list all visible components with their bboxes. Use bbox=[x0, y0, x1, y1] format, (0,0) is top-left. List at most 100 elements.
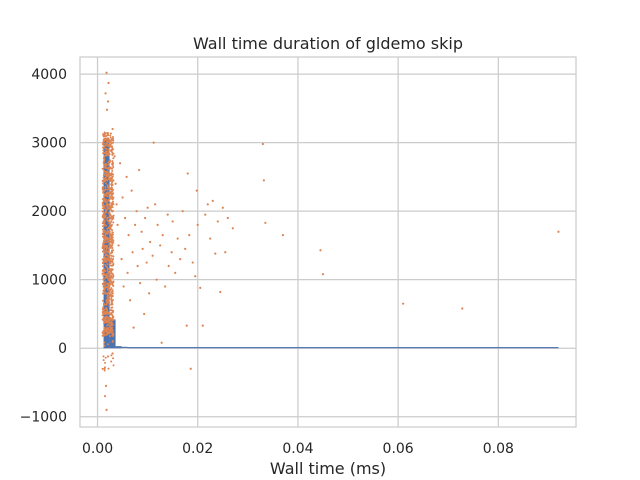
scatter-dense-point-843 bbox=[102, 309, 105, 312]
scatter-dense-point-142 bbox=[107, 148, 110, 151]
scatter-dense-point-595 bbox=[103, 268, 106, 271]
x-tick-label-4: 0.08 bbox=[483, 441, 514, 457]
scatter-point-60 bbox=[186, 172, 189, 175]
scatter-dense-point-872 bbox=[111, 289, 114, 292]
scatter-dense-point-441 bbox=[103, 131, 106, 134]
scatter-dense-point-641 bbox=[109, 217, 112, 220]
scatter-dense-point-841 bbox=[112, 148, 115, 151]
scatter-dense-point-470 bbox=[107, 251, 110, 254]
scatter-dense-point-415 bbox=[103, 195, 106, 198]
scatter-dense-point-754 bbox=[101, 272, 104, 275]
scatter-dense-point-741 bbox=[102, 210, 105, 213]
scatter-point-88 bbox=[557, 230, 560, 233]
scatter-dense-point-897 bbox=[109, 195, 112, 198]
scatter-dense-point-256 bbox=[107, 247, 110, 250]
scatter-dense-point-504 bbox=[102, 182, 105, 185]
scatter-dense-point-482 bbox=[110, 257, 113, 260]
scatter-point-37 bbox=[145, 261, 148, 264]
scatter-dense-point-600 bbox=[102, 278, 105, 281]
scatter-dense-point-670 bbox=[102, 199, 105, 202]
scatter-dense-point-624 bbox=[111, 341, 114, 344]
scatter-dense-point-700 bbox=[104, 166, 107, 169]
scatter-dense-point-483 bbox=[101, 180, 104, 183]
scatter-dense-point-825 bbox=[105, 261, 108, 264]
scatter-dense-point-459 bbox=[102, 274, 105, 277]
scatter-dense-point-821 bbox=[108, 316, 111, 319]
scatter-dense-point-808 bbox=[104, 308, 107, 311]
scatter-point-40 bbox=[149, 240, 152, 244]
y-tick-label-2: 1000 bbox=[31, 273, 67, 289]
scatter-dense-point-130 bbox=[110, 354, 113, 357]
scatter-dense-point-399 bbox=[110, 254, 113, 257]
scatter-point-49 bbox=[164, 285, 167, 288]
scatter-dense-point-587 bbox=[107, 143, 110, 146]
scatter-dense-point-814 bbox=[111, 314, 114, 317]
scatter-dense-point-863 bbox=[103, 260, 106, 263]
scatter-dense-point-734 bbox=[104, 198, 107, 201]
scatter-dense-point-526 bbox=[103, 212, 106, 215]
scatter-dense-point-677 bbox=[109, 335, 112, 338]
scatter-dense-point-103 bbox=[101, 314, 104, 317]
scatter-dense-point-851 bbox=[106, 229, 109, 232]
scatter-point-4 bbox=[105, 108, 109, 111]
scatter-dense-point-799 bbox=[112, 255, 115, 258]
scatter-point-41 bbox=[151, 254, 154, 257]
scatter-dense-point-444 bbox=[104, 234, 107, 237]
scatter-dense-point-870 bbox=[104, 154, 107, 157]
scatter-dense-point-409 bbox=[111, 197, 114, 200]
scatter-dense-point-249 bbox=[102, 265, 105, 268]
scatter-dense-point-864 bbox=[107, 298, 110, 301]
scatter-dense-point-491 bbox=[102, 255, 105, 258]
scatter-point-17 bbox=[120, 258, 123, 261]
scatter-dense-point-650 bbox=[111, 311, 114, 314]
scatter-dense-point-354 bbox=[106, 188, 109, 191]
scatter-dense-point-678 bbox=[106, 204, 109, 207]
scatter-dense-point-861 bbox=[110, 297, 113, 300]
scatter-dense-point-568 bbox=[108, 301, 111, 304]
scatter-dense-point-853 bbox=[103, 223, 106, 226]
histogram-bar-4 bbox=[127, 347, 559, 349]
scatter-point-66 bbox=[196, 223, 199, 226]
scatter-dense-point-685 bbox=[111, 292, 114, 295]
scatter-dense-point-805 bbox=[112, 221, 115, 224]
y-tick-label-4: 3000 bbox=[31, 136, 67, 152]
scatter-series bbox=[101, 71, 560, 411]
scatter-dense-point-856 bbox=[110, 282, 113, 285]
scatter-point-79 bbox=[231, 227, 234, 230]
scatter-dense-point-373 bbox=[107, 367, 110, 370]
scatter-dense-point-492 bbox=[103, 244, 106, 247]
scatter-dense-point-627 bbox=[105, 224, 108, 227]
scatter-dense-point-798 bbox=[109, 144, 112, 147]
scatter-dense-point-480 bbox=[105, 148, 108, 151]
scatter-point-58 bbox=[184, 247, 187, 250]
scatter-dense-point-869 bbox=[107, 330, 110, 333]
scatter-dense-point-270 bbox=[105, 201, 108, 204]
scatter-dense-point-246 bbox=[102, 239, 105, 242]
scatter-dense-point-170 bbox=[106, 323, 109, 326]
scatter-dense-point-652 bbox=[102, 225, 105, 228]
scatter-point-42 bbox=[152, 141, 155, 144]
scatter-dense-point-831 bbox=[107, 178, 110, 181]
scatter-dense-point-818 bbox=[108, 328, 111, 331]
plot-frame bbox=[79, 56, 577, 428]
scatter-dense-point-609 bbox=[101, 188, 104, 191]
scatter-dense-point-556 bbox=[110, 220, 113, 223]
scatter-dense-point-549 bbox=[105, 257, 108, 260]
scatter-dense-point-637 bbox=[106, 191, 109, 194]
scatter-dense-point-731 bbox=[102, 302, 105, 305]
scatter-dense-point-838 bbox=[103, 216, 106, 219]
scatter-dense-point-699 bbox=[107, 292, 110, 295]
scatter-dense-point-623 bbox=[111, 329, 114, 332]
scatter-dense-point-761 bbox=[109, 268, 112, 271]
scatter-dense-point-878 bbox=[101, 207, 104, 210]
scatter-dense-point-573 bbox=[107, 272, 110, 275]
scatter-dense-point-763 bbox=[111, 231, 114, 234]
scatter-point-14 bbox=[116, 223, 119, 226]
scatter-point-50 bbox=[166, 213, 169, 216]
scatter-dense-point-782 bbox=[105, 286, 108, 289]
scatter-dense-point-833 bbox=[110, 235, 113, 238]
scatter-dense-point-633 bbox=[103, 237, 106, 240]
scatter-dense-point-884 bbox=[108, 261, 111, 264]
scatter-dense-point-451 bbox=[108, 232, 111, 235]
scatter-dense-point-845 bbox=[106, 231, 109, 234]
